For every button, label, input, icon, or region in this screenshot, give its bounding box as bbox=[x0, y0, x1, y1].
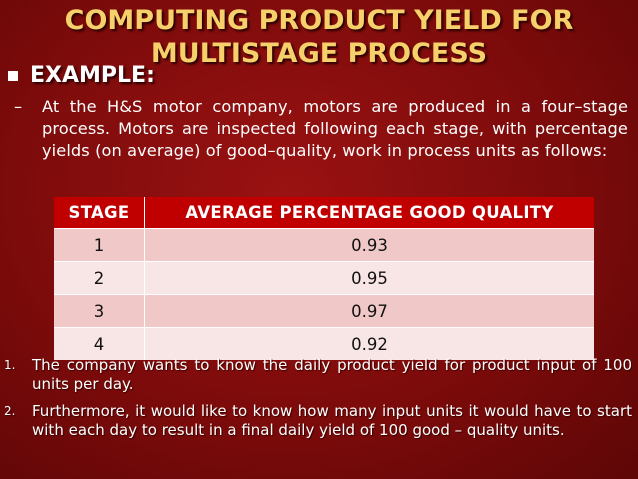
stage-cell: 1 bbox=[54, 228, 145, 262]
dash-bullet: – bbox=[14, 97, 23, 116]
question-2: 2. Furthermore, it would like to know ho… bbox=[4, 402, 632, 440]
table-row: 1 0.93 bbox=[54, 228, 594, 262]
example-bullet: EXAMPLE: bbox=[8, 63, 155, 88]
question-number: 2. bbox=[4, 404, 16, 418]
stage-cell: 4 bbox=[54, 327, 145, 360]
slide-title: COMPUTING PRODUCT YIELD FOR MULTISTAGE P… bbox=[0, 4, 638, 70]
question-text: The company wants to know the daily prod… bbox=[32, 356, 632, 393]
table-row: 3 0.97 bbox=[54, 294, 594, 328]
yield-cell: 0.93 bbox=[144, 228, 594, 262]
intro-text: At the H&S motor company, motors are pro… bbox=[42, 97, 628, 160]
yield-cell: 0.92 bbox=[144, 327, 594, 360]
yield-cell: 0.97 bbox=[144, 294, 594, 328]
table-row: 4 0.92 bbox=[54, 327, 594, 360]
stage-cell: 3 bbox=[54, 294, 145, 328]
question-text: Furthermore, it would like to know how m… bbox=[32, 402, 632, 439]
intro-paragraph: – At the H&S motor company, motors are p… bbox=[14, 96, 628, 162]
header-stage: STAGE bbox=[54, 197, 145, 229]
stage-cell: 2 bbox=[54, 261, 145, 295]
yield-cell: 0.95 bbox=[144, 261, 594, 295]
table-row: 2 0.95 bbox=[54, 261, 594, 295]
table-header-row: STAGE AVERAGE PERCENTAGE GOOD QUALITY bbox=[54, 197, 594, 229]
square-bullet-icon bbox=[8, 70, 18, 81]
question-1: 1. The company wants to know the daily p… bbox=[4, 356, 632, 394]
header-average-percentage: AVERAGE PERCENTAGE GOOD QUALITY bbox=[144, 197, 594, 229]
yield-table: STAGE AVERAGE PERCENTAGE GOOD QUALITY 1 … bbox=[54, 197, 594, 360]
question-number: 1. bbox=[4, 358, 16, 372]
title-line-1: COMPUTING PRODUCT YIELD FOR bbox=[64, 5, 574, 36]
example-heading: EXAMPLE: bbox=[30, 63, 155, 88]
title-line-2: MULTISTAGE PROCESS bbox=[150, 38, 488, 69]
